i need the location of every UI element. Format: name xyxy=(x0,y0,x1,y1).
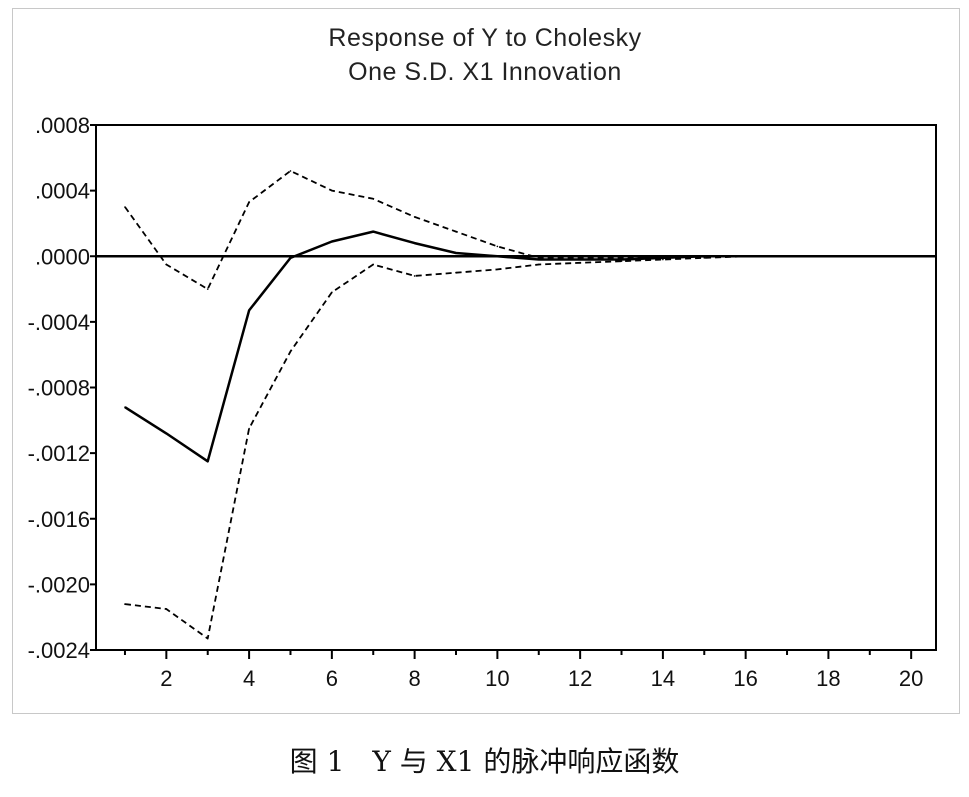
data-point-lower-band xyxy=(455,271,457,274)
series-line-lower-band xyxy=(124,255,912,640)
data-point-upper-band xyxy=(124,206,126,208)
data-point-lower-band xyxy=(910,255,912,258)
data-point-lower-band xyxy=(703,257,706,259)
data-point-response xyxy=(165,432,168,435)
data-point-lower-band xyxy=(248,427,250,430)
y-tick-label: -.0020 xyxy=(28,572,90,597)
y-tick-label: -.0008 xyxy=(28,376,90,401)
data-point-upper-band xyxy=(248,201,250,203)
data-point-lower-band xyxy=(744,255,747,258)
x-tick-label: 6 xyxy=(326,666,338,691)
data-point-response xyxy=(206,460,209,463)
data-point-lower-band xyxy=(579,262,581,264)
chart-subtitle: One S.D. X1 Innovation xyxy=(348,58,622,86)
data-point-lower-band xyxy=(496,268,499,271)
data-point-lower-band xyxy=(868,255,871,258)
data-point-lower-band xyxy=(331,291,333,294)
y-tick-label: .0008 xyxy=(35,113,90,138)
data-point-response xyxy=(124,406,126,408)
x-tick-label: 12 xyxy=(568,666,592,691)
x-tick-label: 2 xyxy=(160,666,172,691)
chart-title: Response of Y to Cholesky xyxy=(328,24,642,52)
series-line-upper-band xyxy=(124,169,912,291)
y-tick-label: -.0012 xyxy=(28,441,90,466)
data-point-upper-band xyxy=(537,257,540,259)
data-point-upper-band xyxy=(165,263,168,266)
y-tick-label: .0004 xyxy=(35,179,90,204)
data-point-lower-band xyxy=(206,637,209,640)
data-point-lower-band xyxy=(165,608,168,610)
data-point-response xyxy=(662,257,664,259)
data-point-lower-band xyxy=(413,275,416,277)
x-tick-label: 10 xyxy=(485,666,509,691)
y-tick-label: -.0004 xyxy=(28,310,90,335)
data-point-upper-band xyxy=(289,170,292,172)
data-point-lower-band xyxy=(124,603,126,605)
data-point-response xyxy=(289,257,292,259)
plot-border xyxy=(95,124,937,651)
data-point-lower-band xyxy=(620,260,623,262)
x-tick-label: 8 xyxy=(408,666,420,691)
data-point-response xyxy=(579,258,581,261)
data-point-upper-band xyxy=(620,257,623,259)
data-point-response xyxy=(537,258,540,261)
y-tick-label: .0000 xyxy=(35,244,90,269)
data-point-upper-band xyxy=(496,245,499,248)
data-point-lower-band xyxy=(786,255,788,258)
x-tick-label: 14 xyxy=(651,666,675,691)
chart-axes xyxy=(90,124,937,659)
data-point-upper-band xyxy=(455,230,457,233)
data-point-lower-band xyxy=(662,258,664,261)
figure-caption: 图 1 Y 与 X1 的脉冲响应函数 xyxy=(289,745,680,778)
data-point-upper-band xyxy=(372,198,375,200)
data-point-lower-band xyxy=(372,263,375,266)
data-point-lower-band xyxy=(537,263,540,266)
data-point-lower-band xyxy=(289,350,292,353)
data-point-upper-band xyxy=(662,255,664,258)
data-point-response xyxy=(496,255,499,258)
y-tick-label: -.0016 xyxy=(28,507,90,532)
x-tick-label: 18 xyxy=(816,666,840,691)
data-point-response xyxy=(620,258,623,261)
chart-series xyxy=(124,169,912,640)
data-point-upper-band xyxy=(331,189,333,192)
data-point-response xyxy=(248,309,250,312)
x-tick-label: 4 xyxy=(243,666,255,691)
data-point-response xyxy=(372,230,375,233)
x-tick-label: 16 xyxy=(733,666,757,691)
data-point-upper-band xyxy=(579,257,581,259)
y-tick-label: -.0024 xyxy=(28,638,90,663)
data-point-response xyxy=(413,242,416,244)
data-point-response xyxy=(331,240,333,243)
x-tick-label: 20 xyxy=(899,666,923,691)
data-point-upper-band xyxy=(703,255,706,258)
data-point-lower-band xyxy=(827,255,830,258)
data-point-upper-band xyxy=(206,288,209,290)
data-point-response xyxy=(455,252,457,254)
data-point-upper-band xyxy=(413,216,416,218)
chart-tick-labels: .0008 .0004 .0000 -.0004 -.0008 -.0012 -.0016 -… xyxy=(28,113,924,691)
